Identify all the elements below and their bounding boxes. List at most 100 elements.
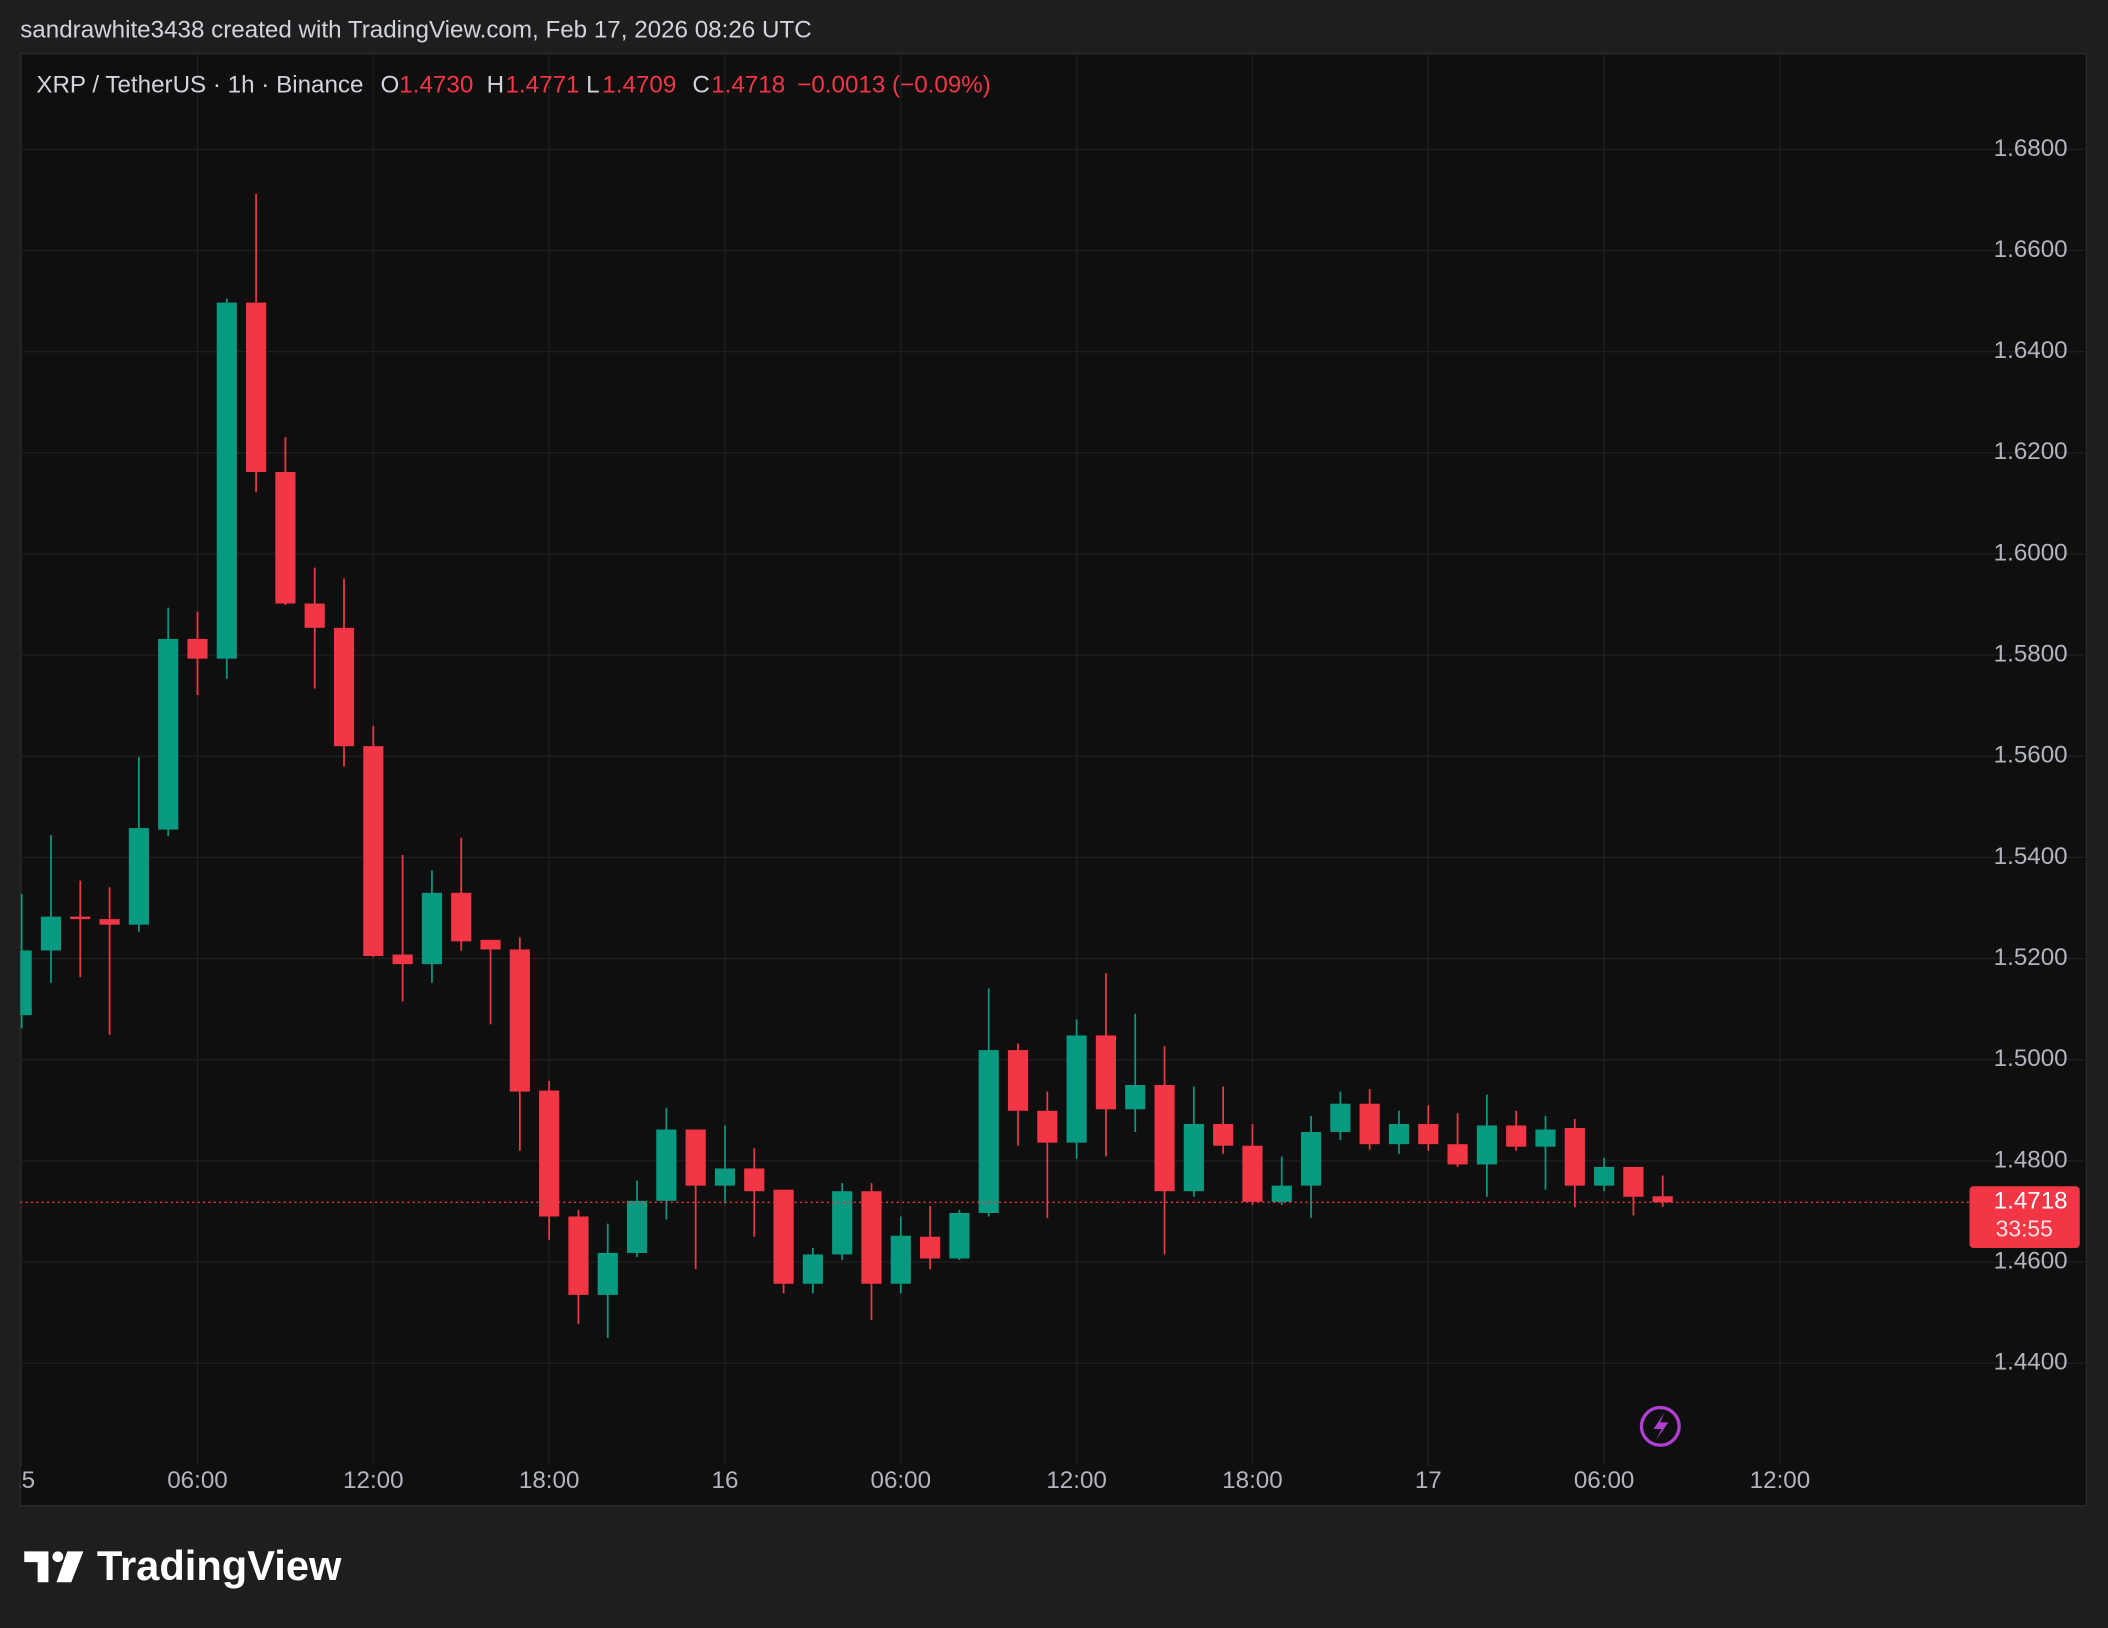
ohlc-value: 1.4718 — [711, 71, 785, 98]
logo-text: TradingView — [97, 1542, 342, 1589]
candle-body — [363, 746, 384, 957]
candle-body — [1623, 1166, 1644, 1197]
candle-body — [656, 1129, 677, 1201]
candle-body — [158, 638, 179, 830]
candle-body — [1242, 1145, 1263, 1202]
x-tick-label: 06:00 — [871, 1467, 932, 1494]
candle-body — [714, 1168, 736, 1186]
candle-body — [597, 1252, 618, 1295]
last-price-label: 1.4718 — [1994, 1188, 2068, 1215]
candle-body — [1183, 1123, 1204, 1192]
candle-body — [128, 828, 149, 925]
ohlc-value: 1.4771 — [506, 71, 580, 98]
candle-body — [1564, 1127, 1585, 1186]
candle-body — [1418, 1123, 1439, 1145]
x-tick-label: 17 — [1415, 1467, 1442, 1494]
candle-body — [1095, 1035, 1117, 1110]
candle-body — [890, 1235, 911, 1284]
candle-body — [1535, 1129, 1556, 1147]
ohlc-label: O — [380, 71, 399, 98]
candle-body — [1213, 1123, 1234, 1146]
candle-body — [832, 1191, 853, 1255]
y-tick-label: 1.4400 — [1994, 1349, 2068, 1376]
y-tick-label: 1.6800 — [1994, 135, 2068, 162]
change: −0.0013 (−0.09%) — [797, 71, 991, 98]
y-tick-label: 1.5000 — [1994, 1045, 2068, 1072]
x-tick-label: 18:00 — [519, 1467, 580, 1494]
candle-body — [187, 638, 208, 659]
candle-body — [451, 892, 472, 942]
bolt-icon — [1639, 1405, 1681, 1447]
candle-body — [99, 919, 120, 925]
candle-body — [685, 1129, 706, 1186]
candles — [20, 193, 1970, 1338]
candle-body — [978, 1050, 999, 1213]
candle-body — [1447, 1144, 1468, 1165]
candle-body — [1154, 1085, 1175, 1192]
x-tick-label: 18:00 — [1222, 1467, 1283, 1494]
candle-body — [568, 1216, 589, 1295]
y-tick-label: 1.6600 — [1994, 236, 2068, 263]
y-tick-label: 1.6200 — [1994, 438, 2068, 465]
y-tick-label: 1.5800 — [1994, 641, 2068, 668]
candle-body — [1037, 1110, 1058, 1143]
candle-body — [1476, 1125, 1497, 1165]
candle-body — [509, 949, 530, 1092]
y-tick-label: 1.6000 — [1994, 539, 2068, 566]
last-price-box — [1969, 1186, 2080, 1249]
x-tick-label: 12:00 — [1046, 1467, 1107, 1494]
candle-body — [773, 1189, 794, 1284]
candle-body — [1125, 1085, 1146, 1110]
candle-body — [861, 1191, 882, 1284]
candle-body — [626, 1200, 648, 1253]
candle-body — [744, 1168, 765, 1192]
x-tick-label: 16 — [712, 1467, 739, 1494]
candle-body — [1007, 1050, 1029, 1111]
ohlc-value: 1.4730 — [399, 71, 473, 98]
y-tick-label: 1.4600 — [1994, 1247, 2068, 1274]
y-tick-label: 1.5200 — [1994, 944, 2068, 971]
y-tick-label: 1.5400 — [1994, 843, 2068, 870]
candle-body — [392, 954, 413, 965]
candle-body — [1388, 1123, 1410, 1145]
candle-body — [20, 950, 32, 1016]
y-tick-label: 1.5600 — [1994, 742, 2068, 769]
plot-area — [19, 53, 2088, 1507]
candle-body — [304, 603, 325, 628]
ohlc-label: C — [692, 71, 709, 98]
ohlc-label: L — [586, 71, 599, 98]
attribution: sandrawhite3438 created with TradingView… — [20, 16, 812, 43]
x-tick-label: 12:00 — [1750, 1467, 1811, 1494]
candle-body — [1330, 1103, 1351, 1133]
candle-body — [1300, 1132, 1322, 1186]
y-tick-label: 1.4800 — [1994, 1146, 2068, 1173]
x-tick-label: 06:00 — [1574, 1467, 1635, 1494]
ohlc-value: 1.4709 — [602, 71, 676, 98]
candle-body — [333, 627, 355, 747]
grid: 15 06:00 12:00 18:00 16 06:00 12:00 18:00 17 06:0… — [8, 53, 2087, 1494]
candle-body — [246, 302, 267, 473]
countdown: 33:55 — [1996, 1216, 2053, 1242]
candle-body — [920, 1236, 941, 1259]
x-tick-label: 06:00 — [167, 1467, 228, 1494]
candle-body — [421, 892, 443, 965]
candle-body — [480, 939, 501, 950]
candle-body — [1506, 1125, 1527, 1147]
labels: 1.4400 1.4600 1.4800 1.5000 1.5200 1.5400 1.56… — [1969, 135, 2080, 1376]
candle-body — [1066, 1035, 1087, 1143]
candle-body — [40, 916, 62, 951]
y-tick-label: 1.6400 — [1994, 337, 2068, 364]
symbol: XRP / TetherUS · 1h · Binance — [36, 71, 363, 98]
candle-body — [216, 302, 237, 659]
x-tick-label: 15 — [8, 1467, 35, 1494]
logo-icon — [24, 1551, 84, 1583]
candle-body — [949, 1212, 970, 1259]
candle-body — [1271, 1185, 1292, 1202]
candle-body — [1594, 1166, 1615, 1186]
candle-body — [802, 1254, 823, 1284]
candle-body — [539, 1090, 560, 1217]
candle-body — [1652, 1196, 1673, 1203]
ohlc-label: H — [487, 71, 504, 98]
